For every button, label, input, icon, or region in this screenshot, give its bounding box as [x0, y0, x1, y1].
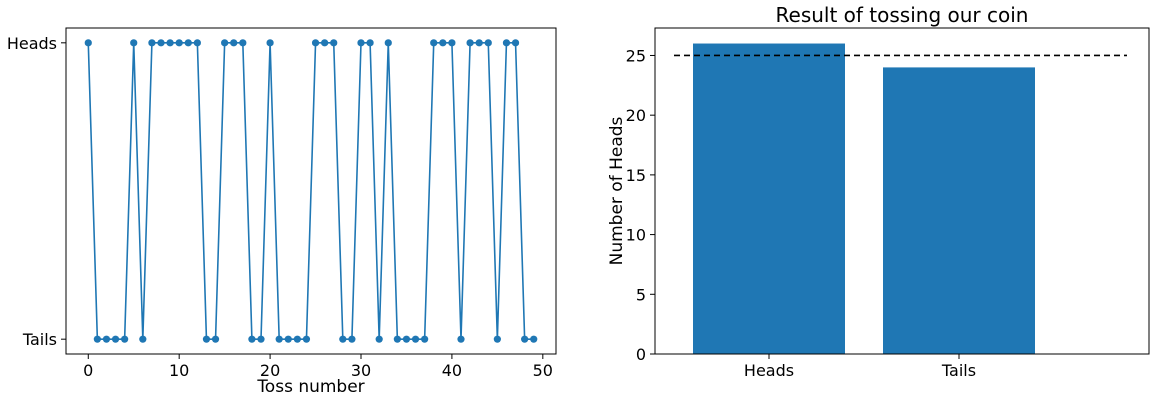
data-point	[157, 39, 165, 47]
data-point	[448, 39, 456, 47]
data-point	[93, 335, 101, 343]
data-point	[321, 39, 329, 47]
right-y-axis-ticks: 0 5 10 15 20 25	[626, 46, 655, 364]
left-y-axis-ticks: Tails Heads	[7, 34, 66, 349]
y-tick-label: Tails	[22, 330, 57, 349]
data-point	[366, 39, 374, 47]
data-point	[121, 335, 129, 343]
series-line	[87, 42, 534, 340]
toss-series	[84, 39, 538, 343]
data-point	[357, 39, 365, 47]
data-point	[257, 335, 265, 343]
bar-tails	[883, 67, 1035, 355]
data-point	[193, 39, 201, 47]
data-point	[475, 39, 483, 47]
data-point	[521, 335, 529, 343]
data-point	[293, 335, 301, 343]
data-point	[530, 335, 538, 343]
x-tick-label: 0	[83, 361, 93, 380]
data-point	[311, 39, 320, 47]
data-point	[393, 335, 401, 343]
bar-heads	[693, 43, 845, 355]
data-point	[339, 335, 347, 343]
left-x-axis-ticks: 0 10 20 30 40 50	[83, 354, 553, 380]
right-x-axis-ticks: Heads Tails	[744, 354, 976, 380]
data-point	[421, 335, 429, 343]
data-point	[430, 39, 438, 47]
data-point	[439, 39, 447, 47]
right-plot-frame	[654, 27, 1150, 355]
y-tick-label: 20	[626, 106, 646, 125]
y-tick-label: 15	[626, 166, 646, 185]
data-point	[511, 39, 520, 47]
x-tick-label: 20	[260, 361, 280, 380]
data-point	[466, 39, 474, 47]
x-tick-label: 40	[442, 361, 462, 380]
x-tick-label: Tails	[941, 361, 976, 380]
data-point	[284, 335, 292, 343]
data-point	[330, 39, 338, 47]
data-point	[148, 39, 156, 47]
x-tick-label: 10	[169, 361, 189, 380]
data-point	[111, 335, 120, 343]
toss-sequence-plot: 0 10 20 30 40 50 Tails Heads Toss number	[7, 27, 557, 397]
data-point	[302, 335, 311, 343]
data-point	[275, 335, 283, 343]
x-tick-label: 30	[351, 361, 371, 380]
data-point	[239, 39, 247, 47]
data-point	[166, 39, 174, 47]
y-tick-label: Heads	[7, 34, 57, 53]
data-point	[139, 335, 147, 343]
data-point	[84, 39, 92, 47]
y-tick-label: 10	[626, 226, 646, 245]
data-point	[457, 335, 465, 343]
data-point	[230, 39, 238, 47]
data-point	[502, 39, 511, 47]
data-point	[130, 39, 138, 47]
data-point	[493, 335, 501, 343]
bar-chart-title: Result of tossing our coin	[776, 3, 1029, 27]
data-point	[248, 335, 256, 343]
left-x-axis-label: Toss number	[256, 377, 364, 397]
coin-result-bar-chart: Result of tossing our coin Heads Tails 0 5…	[607, 3, 1150, 380]
left-plot-frame	[65, 27, 557, 355]
x-tick-label: Heads	[744, 361, 794, 380]
data-point	[221, 39, 229, 47]
data-point	[202, 335, 211, 343]
right-y-axis-label: Number of Heads	[607, 116, 627, 265]
data-point	[402, 335, 411, 343]
data-point	[102, 335, 111, 343]
y-tick-label: 0	[636, 345, 646, 364]
y-tick-label: 5	[636, 285, 646, 304]
data-point	[266, 39, 274, 47]
data-point	[348, 335, 356, 343]
data-point	[484, 39, 492, 47]
data-point	[184, 39, 192, 47]
data-point	[175, 39, 183, 47]
data-point	[384, 39, 392, 47]
data-point	[375, 335, 383, 343]
x-tick-label: 50	[533, 361, 553, 380]
data-point	[211, 335, 220, 343]
data-point	[411, 335, 420, 343]
bar-group	[693, 43, 1035, 355]
y-tick-label: 25	[626, 46, 646, 65]
